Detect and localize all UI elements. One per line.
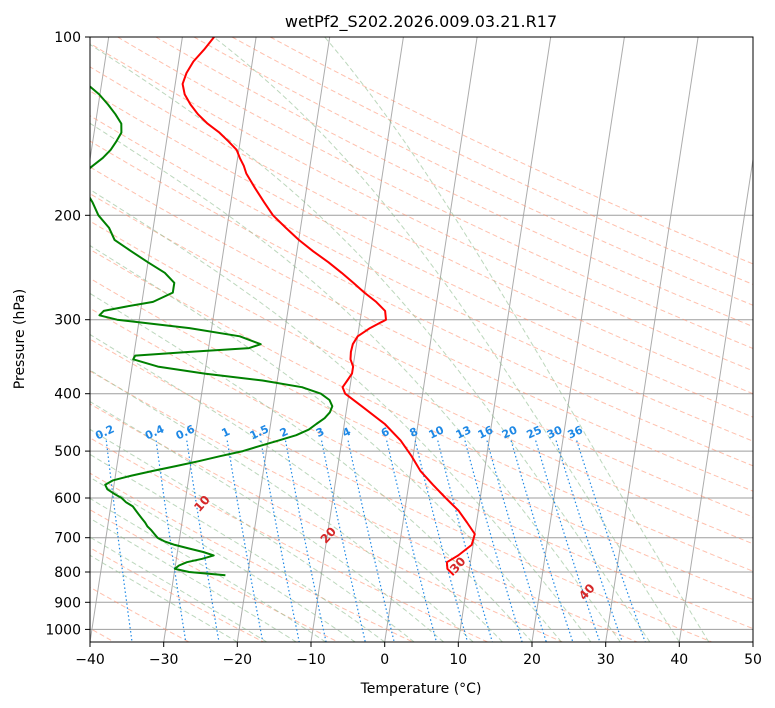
x-tick-label: −30: [149, 652, 179, 668]
mixing-ratio-line: [386, 440, 437, 642]
mixing-ratio-line: [555, 440, 623, 642]
mixing-ratio-line: [486, 440, 547, 642]
moist-adiabats: [90, 37, 710, 642]
moist-adiabat-line: [90, 122, 621, 642]
x-axis-label: Temperature (°C): [360, 681, 482, 697]
dry-adiabat-line: [90, 42, 753, 372]
chart-title: wetPf2_S202.2026.009.03.21.R17: [285, 12, 557, 32]
mixing-ratio-lines: [105, 440, 646, 642]
x-tick-label: 40: [670, 652, 688, 668]
dry-adiabat-line: [155, 37, 753, 328]
mixing-ratio-line: [464, 440, 523, 642]
dry-adiabat-line: [90, 166, 753, 492]
dry-adiabat-line: [90, 277, 753, 601]
x-tick-label: 0: [380, 652, 389, 668]
x-tick-label: 50: [744, 652, 762, 668]
moist-adiabat-line: [90, 333, 503, 642]
dry-adiabat-line: [90, 220, 753, 545]
dry-adiabat-line: [90, 90, 753, 418]
isotherm-line: [752, 638, 753, 642]
y-tick-label: 600: [54, 491, 81, 507]
mixing-ratio-line: [105, 440, 133, 642]
dry-adiabat-line: [90, 66, 753, 395]
dry-adiabat-line: [90, 307, 753, 630]
moist-adiabat-line: [90, 292, 533, 642]
x-tick-label: −20: [223, 652, 253, 668]
dry-adiabat-line: [231, 37, 753, 285]
dry-adiabats: [90, 37, 753, 642]
y-tick-label: 800: [54, 565, 81, 581]
mixing-ratio-line: [414, 440, 469, 642]
isotherm-line: [90, 37, 183, 642]
mixing-ratio-label: 10: [427, 423, 447, 441]
mixing-ratio-label: 16: [476, 423, 496, 441]
mixing-ratio-label: 13: [454, 423, 473, 441]
moist-adiabat-line: [90, 369, 474, 642]
moist-adiabat-line: [90, 428, 415, 642]
dry-adiabat-line: [117, 37, 753, 350]
mixing-ratio-label: 36: [566, 423, 586, 441]
mixing-ratio-line: [510, 440, 574, 642]
moist-adiabat-line: [90, 245, 562, 642]
isotherm-line: [384, 37, 478, 642]
mixing-ratio-label: 25: [525, 423, 544, 441]
isobar-gridlines: [90, 37, 753, 630]
moist-adiabat-line: [213, 37, 680, 642]
moist-adiabat-line: [90, 188, 592, 642]
x-tick-label: 30: [597, 652, 615, 668]
y-tick-label: 500: [54, 444, 81, 460]
sounding-line: [181, 37, 476, 576]
isotherm-line: [310, 37, 404, 642]
moist-adiabat-line: [90, 554, 238, 642]
y-tick-label: 100: [54, 30, 81, 46]
moist-adiabat-line: [90, 476, 356, 642]
y-tick-label: 300: [54, 313, 81, 329]
mixing-ratio-line: [347, 440, 395, 642]
y-axis-ticks: 100 200 300 400 500 600 700 800 900 1000: [45, 30, 90, 638]
mixing-ratio-label: 0.1: [47, 422, 70, 442]
isotherm-line: [605, 37, 699, 642]
mixing-ratio-line: [437, 440, 493, 642]
y-tick-label: 200: [54, 208, 81, 224]
moist-adiabat-line: [90, 517, 297, 642]
y-tick-label: 1000: [45, 622, 81, 638]
dry-adiabat-line: [90, 140, 753, 467]
plot-frame: [89, 36, 754, 643]
sounding-series: [90, 37, 476, 577]
plot-area: -100-90-80-70-60-50-40-30-20-10010203040…: [47, 37, 753, 642]
sounding-line: [90, 85, 334, 577]
x-axis-ticks: −40 −30 −20 −10 0 10 20 30 40 50: [75, 642, 762, 668]
y-tick-label: 900: [54, 595, 81, 611]
moist-adiabat-line: [90, 43, 651, 642]
x-tick-label: 10: [449, 652, 467, 668]
isotherm-line: [163, 37, 257, 642]
moist-adiabat-line: [90, 400, 444, 642]
x-tick-label: −40: [75, 652, 105, 668]
y-axis-label: Pressure (hPa): [12, 289, 28, 389]
isotherm-line: [90, 37, 110, 163]
moist-adiabat-line: [90, 453, 385, 642]
mixing-ratio-line: [535, 440, 601, 642]
isotherm-line: [678, 156, 753, 642]
mixing-ratio-label: 30: [545, 423, 565, 441]
dry-adiabat-line: [90, 370, 638, 642]
dry-adiabat-label: 0: [71, 462, 87, 478]
x-tick-label: 20: [523, 652, 541, 668]
moist-adiabat-line: [324, 37, 710, 642]
x-tick-label: −10: [296, 652, 326, 668]
isotherm-gridlines: [90, 37, 753, 642]
y-tick-label: 400: [54, 387, 81, 403]
isotherm-line: [236, 37, 331, 642]
mixing-ratio-label: 20: [500, 423, 520, 441]
isotherm-line: [531, 37, 625, 642]
moist-adiabat-line: [90, 536, 268, 642]
mixing-ratio-line: [576, 440, 646, 642]
y-tick-label: 700: [54, 531, 81, 547]
